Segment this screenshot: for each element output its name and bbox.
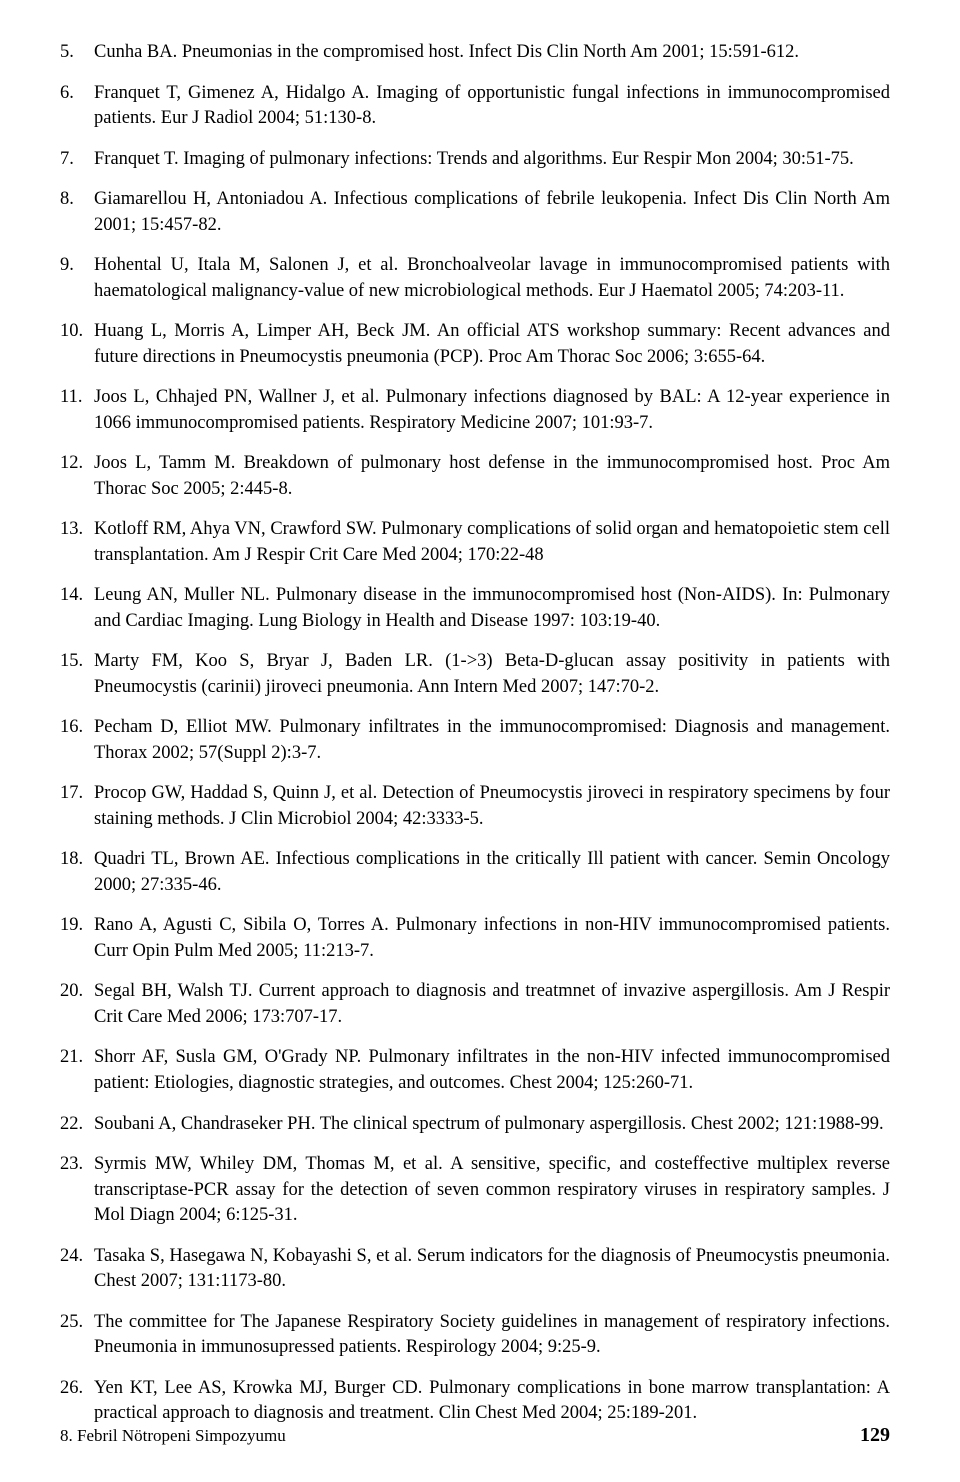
reference-item: 16.Pecham D, Elliot MW. Pulmonary infilt… (60, 715, 890, 766)
reference-text: Rano A, Agusti C, Sibila O, Torres A. Pu… (94, 913, 890, 964)
reference-number: 22. (60, 1112, 94, 1138)
reference-item: 24.Tasaka S, Hasegawa N, Kobayashi S, et… (60, 1244, 890, 1295)
reference-text: Joos L, Tamm M. Breakdown of pulmonary h… (94, 451, 890, 502)
reference-item: 12.Joos L, Tamm M. Breakdown of pulmonar… (60, 451, 890, 502)
reference-text: Procop GW, Haddad S, Quinn J, et al. Det… (94, 781, 890, 832)
page-footer: 8. Febril Nötropeni Simpozyumu 129 (60, 1424, 890, 1447)
reference-text: Giamarellou H, Antoniadou A. Infectious … (94, 187, 890, 238)
reference-number: 17. (60, 781, 94, 832)
reference-item: 22.Soubani A, Chandraseker PH. The clini… (60, 1112, 890, 1138)
reference-number: 14. (60, 583, 94, 634)
reference-item: 6.Franquet T, Gimenez A, Hidalgo A. Imag… (60, 81, 890, 132)
reference-text: Franquet T. Imaging of pulmonary infecti… (94, 147, 890, 173)
reference-number: 7. (60, 147, 94, 173)
reference-number: 26. (60, 1376, 94, 1427)
reference-text: Kotloff RM, Ahya VN, Crawford SW. Pulmon… (94, 517, 890, 568)
reference-number: 21. (60, 1045, 94, 1096)
reference-text: Hohental U, Itala M, Salonen J, et al. B… (94, 253, 890, 304)
reference-item: 17.Procop GW, Haddad S, Quinn J, et al. … (60, 781, 890, 832)
footer-title: 8. Febril Nötropeni Simpozyumu (60, 1426, 286, 1446)
reference-number: 19. (60, 913, 94, 964)
reference-item: 15.Marty FM, Koo S, Bryar J, Baden LR. (… (60, 649, 890, 700)
reference-number: 20. (60, 979, 94, 1030)
reference-item: 5.Cunha BA. Pneumonias in the compromise… (60, 40, 890, 66)
reference-item: 13.Kotloff RM, Ahya VN, Crawford SW. Pul… (60, 517, 890, 568)
reference-number: 6. (60, 81, 94, 132)
reference-number: 12. (60, 451, 94, 502)
reference-item: 8.Giamarellou H, Antoniadou A. Infectiou… (60, 187, 890, 238)
reference-item: 10.Huang L, Morris A, Limper AH, Beck JM… (60, 319, 890, 370)
reference-text: Tasaka S, Hasegawa N, Kobayashi S, et al… (94, 1244, 890, 1295)
reference-number: 10. (60, 319, 94, 370)
reference-item: 19.Rano A, Agusti C, Sibila O, Torres A.… (60, 913, 890, 964)
reference-item: 9.Hohental U, Itala M, Salonen J, et al.… (60, 253, 890, 304)
reference-text: Marty FM, Koo S, Bryar J, Baden LR. (1->… (94, 649, 890, 700)
reference-number: 5. (60, 40, 94, 66)
reference-number: 11. (60, 385, 94, 436)
reference-text: Leung AN, Muller NL. Pulmonary disease i… (94, 583, 890, 634)
reference-number: 9. (60, 253, 94, 304)
reference-number: 8. (60, 187, 94, 238)
reference-item: 26.Yen KT, Lee AS, Krowka MJ, Burger CD.… (60, 1376, 890, 1427)
reference-item: 21.Shorr AF, Susla GM, O'Grady NP. Pulmo… (60, 1045, 890, 1096)
reference-text: Franquet T, Gimenez A, Hidalgo A. Imagin… (94, 81, 890, 132)
reference-item: 20.Segal BH, Walsh TJ. Current approach … (60, 979, 890, 1030)
reference-text: Segal BH, Walsh TJ. Current approach to … (94, 979, 890, 1030)
reference-text: Pecham D, Elliot MW. Pulmonary infiltrat… (94, 715, 890, 766)
reference-number: 18. (60, 847, 94, 898)
reference-item: 14.Leung AN, Muller NL. Pulmonary diseas… (60, 583, 890, 634)
reference-text: Yen KT, Lee AS, Krowka MJ, Burger CD. Pu… (94, 1376, 890, 1427)
reference-number: 25. (60, 1310, 94, 1361)
reference-number: 15. (60, 649, 94, 700)
reference-text: Syrmis MW, Whiley DM, Thomas M, et al. A… (94, 1152, 890, 1229)
reference-text: Soubani A, Chandraseker PH. The clinical… (94, 1112, 890, 1138)
reference-number: 16. (60, 715, 94, 766)
reference-item: 25.The committee for The Japanese Respir… (60, 1310, 890, 1361)
footer-page-number: 129 (860, 1424, 890, 1447)
reference-number: 13. (60, 517, 94, 568)
reference-text: Quadri TL, Brown AE. Infectious complica… (94, 847, 890, 898)
reference-text: Cunha BA. Pneumonias in the compromised … (94, 40, 890, 66)
reference-text: Joos L, Chhajed PN, Wallner J, et al. Pu… (94, 385, 890, 436)
reference-item: 7.Franquet T. Imaging of pulmonary infec… (60, 147, 890, 173)
reference-number: 23. (60, 1152, 94, 1229)
reference-item: 11.Joos L, Chhajed PN, Wallner J, et al.… (60, 385, 890, 436)
reference-text: Shorr AF, Susla GM, O'Grady NP. Pulmonar… (94, 1045, 890, 1096)
reference-list: 5.Cunha BA. Pneumonias in the compromise… (60, 40, 890, 1427)
reference-item: 18.Quadri TL, Brown AE. Infectious compl… (60, 847, 890, 898)
reference-item: 23.Syrmis MW, Whiley DM, Thomas M, et al… (60, 1152, 890, 1229)
reference-number: 24. (60, 1244, 94, 1295)
reference-text: Huang L, Morris A, Limper AH, Beck JM. A… (94, 319, 890, 370)
reference-text: The committee for The Japanese Respirato… (94, 1310, 890, 1361)
